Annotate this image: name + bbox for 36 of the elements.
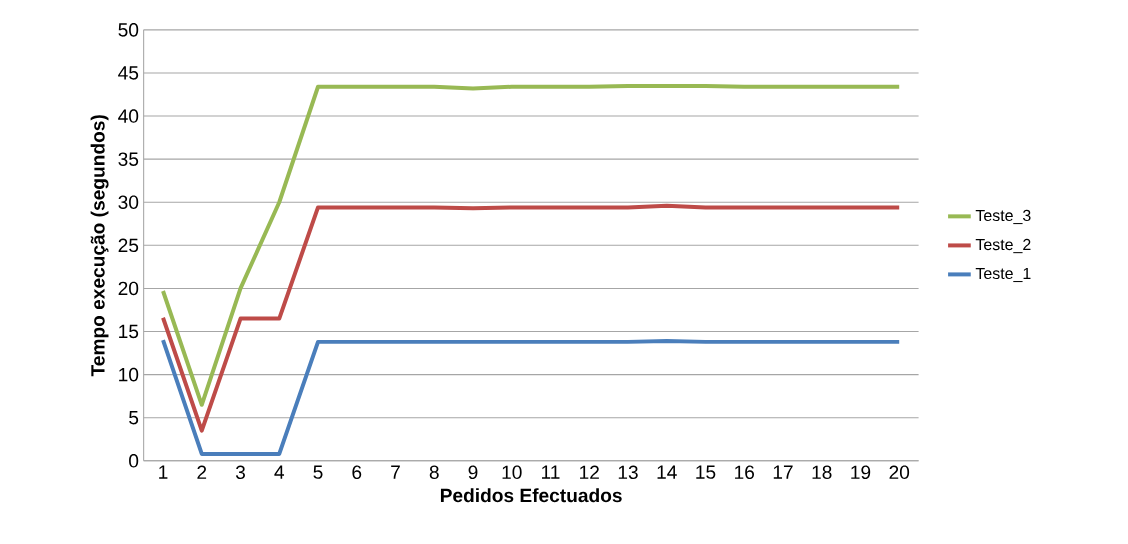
- x-tick-label: 11: [542, 465, 560, 479]
- x-tick-label: 20: [889, 465, 910, 480]
- y-tick-label: 5: [129, 411, 139, 425]
- x-tick-label: 15: [696, 465, 716, 479]
- y-tick-label: 40: [118, 109, 139, 123]
- x-tick-label: 16: [735, 465, 755, 480]
- x-tick-label: 7: [391, 465, 400, 479]
- legend-label: Teste_3: [975, 209, 1031, 225]
- x-tick-label: 19: [851, 465, 871, 480]
- x-tick-label: 10: [502, 465, 522, 480]
- x-tick-label: 9: [468, 465, 478, 480]
- x-tick-label: 13: [618, 465, 638, 480]
- y-tick-label: 45: [118, 66, 139, 80]
- x-tick-label: 8: [429, 465, 439, 480]
- x-tick-label: 14: [657, 465, 677, 479]
- x-tick-label: 18: [812, 465, 832, 480]
- x-tick-label: 12: [580, 465, 599, 479]
- y-tick-label: 50: [118, 23, 139, 37]
- y-tick-label: 35: [118, 152, 139, 166]
- y-axis-title: Tempo execução (segundos): [90, 115, 109, 377]
- y-tick-label: 0: [129, 454, 139, 468]
- y-tick-label: 25: [118, 238, 139, 253]
- x-tick-label: 17: [773, 465, 793, 479]
- y-tick-label: 30: [118, 195, 139, 210]
- x-tick-label: 2: [197, 465, 207, 479]
- x-tick-label: 3: [235, 465, 245, 480]
- x-tick-label: 1: [159, 465, 168, 479]
- x-tick-label: 4: [274, 465, 285, 479]
- legend-label: Teste_1: [975, 267, 1031, 283]
- y-tick-label: 10: [119, 367, 139, 382]
- y-tick-label: 20: [118, 281, 139, 296]
- legend-label: Teste_2: [975, 238, 1031, 254]
- x-axis-title: Pedidos Efectuados: [440, 488, 622, 503]
- x-tick-label: 6: [352, 465, 362, 480]
- x-tick-label: 5: [313, 465, 323, 479]
- y-tick-label: 15: [119, 324, 139, 339]
